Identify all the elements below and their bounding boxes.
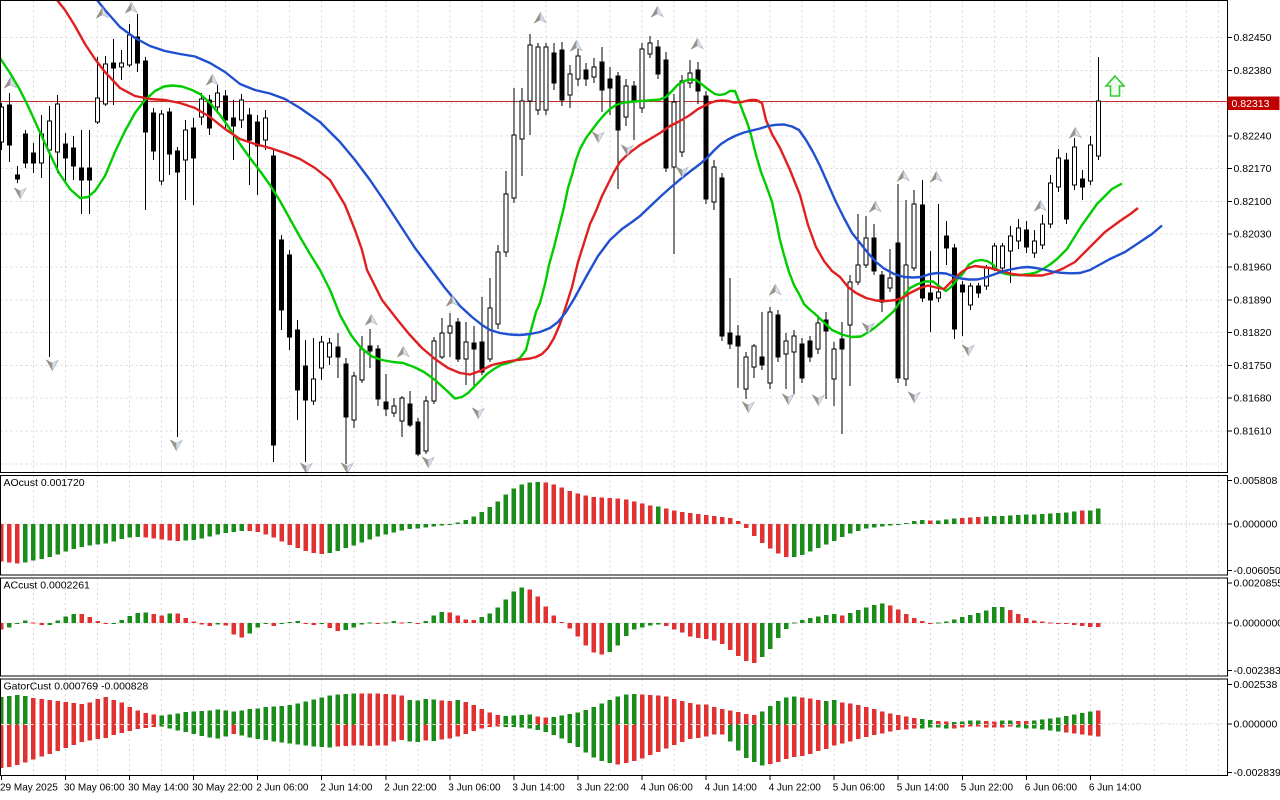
svg-text:0.0000000: 0.0000000: [1234, 618, 1280, 630]
svg-text:0.000000: 0.000000: [1234, 519, 1278, 531]
svg-text:0.81890: 0.81890: [1234, 294, 1272, 306]
svg-text:4 Jun 14:00: 4 Jun 14:00: [705, 783, 758, 794]
svg-text:0.82313: 0.82313: [1232, 98, 1270, 110]
svg-text:0.81610: 0.81610: [1234, 425, 1272, 437]
svg-text:-0.006050: -0.006050: [1234, 565, 1280, 577]
svg-text:0.005808: 0.005808: [1234, 475, 1278, 487]
svg-text:-0.0023832: -0.0023832: [1234, 665, 1280, 677]
svg-text:0.0020855: 0.0020855: [1234, 578, 1280, 590]
svg-text:0.81750: 0.81750: [1234, 360, 1272, 372]
svg-text:0.81960: 0.81960: [1234, 262, 1272, 274]
svg-text:6 Jun 06:00: 6 Jun 06:00: [1025, 783, 1078, 794]
svg-text:0.82450: 0.82450: [1234, 32, 1272, 44]
svg-text:5 Jun 06:00: 5 Jun 06:00: [833, 783, 886, 794]
svg-text:30 May 14:00: 30 May 14:00: [128, 783, 189, 794]
svg-text:5 Jun 22:00: 5 Jun 22:00: [961, 783, 1014, 794]
svg-text:GatorCust 0.000769 -0.000828: GatorCust 0.000769 -0.000828: [4, 681, 149, 693]
svg-text:3 Jun 22:00: 3 Jun 22:00: [577, 783, 630, 794]
svg-text:AOcust 0.001720: AOcust 0.001720: [4, 477, 85, 489]
svg-text:29 May 2025: 29 May 2025: [0, 783, 58, 794]
svg-text:3 Jun 14:00: 3 Jun 14:00: [512, 783, 565, 794]
svg-text:3 Jun 06:00: 3 Jun 06:00: [448, 783, 501, 794]
svg-text:2 Jun 14:00: 2 Jun 14:00: [320, 783, 373, 794]
svg-text:0.82030: 0.82030: [1234, 229, 1272, 241]
svg-text:30 May 06:00: 30 May 06:00: [64, 783, 125, 794]
svg-text:0.81820: 0.81820: [1234, 327, 1272, 339]
svg-text:0.82240: 0.82240: [1234, 130, 1272, 142]
svg-text:30 May 22:00: 30 May 22:00: [192, 783, 253, 794]
svg-text:2 Jun 06:00: 2 Jun 06:00: [256, 783, 309, 794]
svg-text:4 Jun 22:00: 4 Jun 22:00: [769, 783, 822, 794]
svg-text:0.82170: 0.82170: [1234, 163, 1272, 175]
svg-text:ACcust 0.0002261: ACcust 0.0002261: [4, 580, 91, 592]
svg-text:5 Jun 14:00: 5 Jun 14:00: [897, 783, 950, 794]
svg-text:0.82100: 0.82100: [1234, 196, 1272, 208]
svg-text:0.82380: 0.82380: [1234, 65, 1272, 77]
svg-text:0.002538: 0.002538: [1234, 679, 1278, 691]
svg-text:0.000000: 0.000000: [1234, 718, 1278, 730]
svg-text:4 Jun 06:00: 4 Jun 06:00: [641, 783, 694, 794]
svg-text:-0.002839: -0.002839: [1234, 767, 1280, 779]
svg-text:6 Jun 14:00: 6 Jun 14:00: [1089, 783, 1142, 794]
svg-text:2 Jun 22:00: 2 Jun 22:00: [384, 783, 437, 794]
svg-text:0.81680: 0.81680: [1234, 393, 1272, 405]
